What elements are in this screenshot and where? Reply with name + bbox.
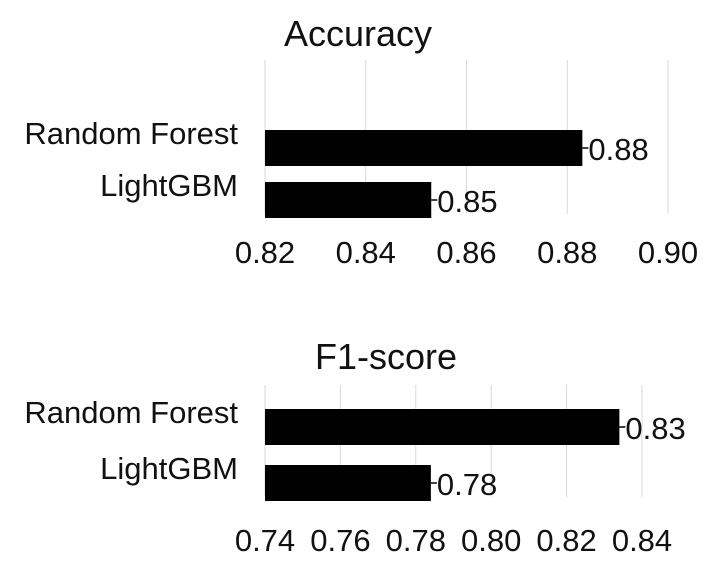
bar xyxy=(265,465,431,501)
x-tick-label: 0.82 xyxy=(536,523,596,558)
category-label: LightGBM xyxy=(100,168,238,203)
x-tick-label: 0.86 xyxy=(436,235,496,270)
x-tick-label: 0.82 xyxy=(235,235,295,270)
accuracy-data-labels: 0.88 0.85 xyxy=(431,132,649,219)
data-label: 0.78 xyxy=(437,467,497,502)
bar xyxy=(265,182,432,218)
accuracy-category-labels: Random Forest LightGBM xyxy=(24,116,238,203)
data-label: 0.83 xyxy=(625,411,685,446)
f1-score-bars xyxy=(265,409,620,501)
x-tick-label: 0.80 xyxy=(461,523,521,558)
bar xyxy=(265,409,620,445)
x-tick-label: 0.90 xyxy=(638,235,698,270)
chart-title-f1-score: F1-score xyxy=(315,336,457,377)
bar xyxy=(265,130,583,166)
data-label: 0.88 xyxy=(588,132,648,167)
x-tick-label: 0.74 xyxy=(235,523,295,558)
category-label: Random Forest xyxy=(24,116,238,151)
x-tick-label: 0.88 xyxy=(537,235,597,270)
x-tick-label: 0.84 xyxy=(612,523,672,558)
f1-score-category-labels: Random Forest LightGBM xyxy=(24,395,238,486)
category-label: LightGBM xyxy=(100,451,238,486)
accuracy-tick-labels: 0.82 0.84 0.86 0.88 0.90 xyxy=(235,235,698,270)
category-label: Random Forest xyxy=(24,395,238,430)
accuracy-bars xyxy=(265,130,583,218)
x-tick-label: 0.78 xyxy=(386,523,446,558)
f1-score-tick-labels: 0.74 0.76 0.78 0.80 0.82 0.84 xyxy=(235,523,672,558)
f1-score-data-labels: 0.83 0.78 xyxy=(430,411,686,502)
x-tick-label: 0.84 xyxy=(336,235,396,270)
chart-title-accuracy: Accuracy xyxy=(284,13,432,54)
x-tick-label: 0.76 xyxy=(310,523,370,558)
data-label: 0.85 xyxy=(437,184,497,219)
